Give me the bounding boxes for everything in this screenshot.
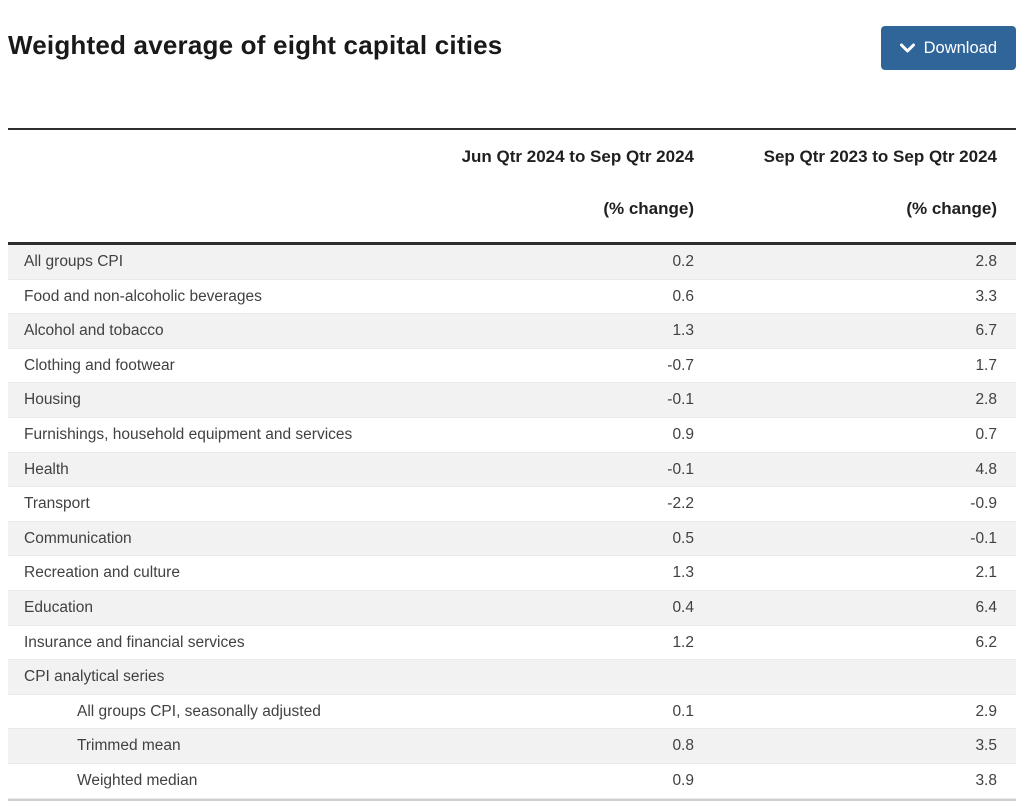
row-value-quarterly: 0.5 bbox=[672, 529, 694, 547]
table-row: Transport -2.2 -0.9 bbox=[8, 487, 1016, 522]
row-label: Clothing and footwear bbox=[24, 356, 175, 374]
download-button-label: Download bbox=[923, 38, 997, 57]
row-value-quarterly: 0.2 bbox=[672, 253, 694, 270]
row-value-quarterly: 0.1 bbox=[672, 702, 694, 720]
table-row: Education 0.4 6.4 bbox=[8, 590, 1016, 626]
row-value-quarterly: -2.2 bbox=[667, 495, 694, 513]
row-label: Trimmed mean bbox=[77, 737, 181, 755]
row-value-annual: 4.8 bbox=[975, 460, 997, 478]
row-label: Communication bbox=[24, 529, 132, 547]
row-value-annual: 2.1 bbox=[975, 564, 997, 582]
row-value-quarterly: 0.6 bbox=[672, 287, 694, 305]
row-value-annual: -0.1 bbox=[970, 529, 997, 547]
row-label: Transport bbox=[24, 495, 90, 513]
table-row: Trimmed mean 0.8 3.5 bbox=[8, 729, 1016, 764]
table-row: Insurance and financial services 1.2 6.2 bbox=[8, 625, 1016, 661]
row-value-quarterly: -0.7 bbox=[667, 356, 694, 374]
row-value-quarterly: 0.8 bbox=[672, 737, 694, 755]
table-header-row: Jun Qtr 2024 to Sep Qtr 2024 (% change) … bbox=[8, 128, 1016, 245]
header-quarterly-period: Jun Qtr 2024 to Sep Qtr 2024 bbox=[461, 147, 694, 166]
row-value-quarterly: 0.4 bbox=[672, 598, 694, 616]
row-value-quarterly: 0.9 bbox=[672, 425, 694, 443]
row-value-annual: 3.5 bbox=[975, 737, 997, 755]
row-label: CPI analytical series bbox=[24, 668, 165, 686]
row-value-annual: 2.8 bbox=[975, 253, 997, 270]
table-row: All groups CPI 0.2 2.8 bbox=[8, 245, 1016, 280]
table-body: All groups CPI 0.2 2.8 Food and non-alco… bbox=[8, 245, 1016, 801]
header-annual-change: Sep Qtr 2023 to Sep Qtr 2024 (% change) bbox=[694, 130, 1016, 242]
header-annual-period: Sep Qtr 2023 to Sep Qtr 2024 bbox=[763, 147, 997, 166]
row-value-annual: 6.4 bbox=[975, 598, 997, 616]
row-value-annual: 6.7 bbox=[975, 322, 997, 340]
row-value-annual: 0.7 bbox=[975, 425, 997, 443]
table-row: Communication 0.5 -0.1 bbox=[8, 521, 1016, 557]
row-value-quarterly: -0.1 bbox=[667, 391, 694, 409]
row-label: Food and non-alcoholic beverages bbox=[24, 287, 262, 305]
page-title: Weighted average of eight capital cities bbox=[8, 30, 503, 60]
row-label: Furnishings, household equipment and ser… bbox=[24, 425, 353, 443]
row-label: Education bbox=[24, 598, 93, 616]
header-annual-unit: (% change) bbox=[906, 199, 997, 218]
table-row: Food and non-alcoholic beverages 0.6 3.3 bbox=[8, 279, 1016, 315]
row-label: Health bbox=[24, 460, 69, 478]
row-value-quarterly: 1.2 bbox=[672, 633, 694, 651]
header-spacer bbox=[8, 130, 414, 242]
table-row: Alcohol and tobacco 1.3 6.7 bbox=[8, 314, 1016, 349]
row-label: All groups CPI, seasonally adjusted bbox=[77, 702, 321, 720]
topbar: Weighted average of eight capital cities… bbox=[0, 0, 1024, 70]
table-row: All groups CPI, seasonally adjusted 0.1 … bbox=[8, 694, 1016, 730]
row-value-annual: -0.9 bbox=[970, 495, 997, 513]
table-row: Recreation and culture 1.3 2.1 bbox=[8, 556, 1016, 591]
table-row: Health -0.1 4.8 bbox=[8, 452, 1016, 488]
table-row: CPI analytical series bbox=[8, 660, 1016, 695]
table-row: Furnishings, household equipment and ser… bbox=[8, 417, 1016, 453]
table-row: Weighted median 0.9 3.8 bbox=[8, 763, 1016, 799]
row-label: All groups CPI bbox=[24, 253, 124, 270]
row-label: Recreation and culture bbox=[24, 564, 180, 582]
row-value-annual: 2.8 bbox=[975, 391, 997, 409]
header-quarterly-change: Jun Qtr 2024 to Sep Qtr 2024 (% change) bbox=[414, 130, 694, 242]
row-label: Weighted median bbox=[77, 771, 198, 789]
table-row: Clothing and footwear -0.7 1.7 bbox=[8, 348, 1016, 384]
row-value-annual: 1.7 bbox=[975, 356, 997, 374]
download-button[interactable]: Download bbox=[880, 26, 1016, 70]
row-label: Alcohol and tobacco bbox=[24, 322, 164, 340]
chevron-down-icon bbox=[899, 43, 915, 53]
cpi-table: Jun Qtr 2024 to Sep Qtr 2024 (% change) … bbox=[8, 128, 1016, 801]
row-value-annual: 3.3 bbox=[975, 287, 997, 305]
row-value-annual: 3.8 bbox=[975, 771, 997, 789]
row-value-quarterly bbox=[414, 660, 694, 694]
row-label: Insurance and financial services bbox=[24, 633, 245, 651]
header-quarterly-unit: (% change) bbox=[603, 199, 694, 218]
row-value-quarterly: -0.1 bbox=[667, 460, 694, 478]
row-value-quarterly: 1.3 bbox=[672, 322, 694, 340]
row-value-annual: 2.9 bbox=[975, 702, 997, 720]
row-label: Housing bbox=[24, 391, 81, 409]
row-value-annual bbox=[694, 660, 1016, 694]
row-value-quarterly: 1.3 bbox=[672, 564, 694, 582]
table-row: Housing -0.1 2.8 bbox=[8, 383, 1016, 418]
row-value-annual: 6.2 bbox=[975, 633, 997, 651]
row-value-quarterly: 0.9 bbox=[672, 771, 694, 789]
